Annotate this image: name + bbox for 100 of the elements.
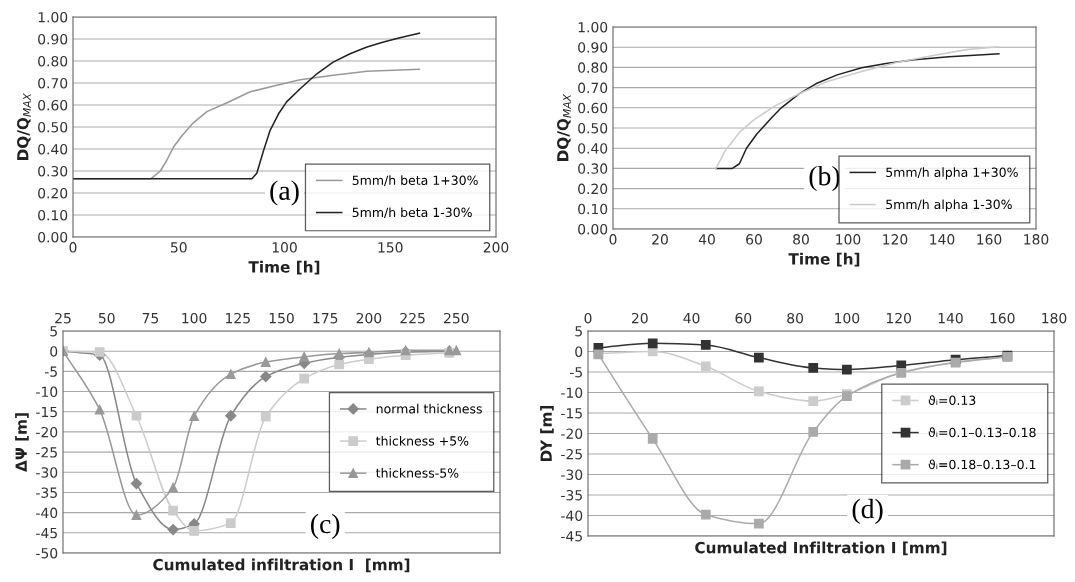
y-tick-label: 0.20 (578, 183, 608, 195)
y-tick-label: -10 (36, 386, 58, 398)
annotation: (c) (311, 513, 340, 539)
x-axis-title: Cumulated Infiltration I [mm] (695, 541, 947, 556)
y-tick-label: -40 (561, 510, 583, 521)
x-tick-label: 140 (938, 312, 963, 324)
y-tick-label: -25 (561, 448, 582, 460)
x-axis-title: Time [h] (248, 260, 320, 275)
legend-label: ϑᵢ=0.13 (928, 395, 976, 406)
y-tick-label: -30 (561, 469, 583, 480)
x-tick-label: 0 (609, 234, 617, 245)
y-tick-label: 0.20 (38, 187, 68, 199)
x-tick-label: 160 (977, 234, 1002, 245)
x-tick-label: 160 (990, 312, 1015, 324)
x-tick-label: 140 (930, 234, 955, 245)
y-tick-label: -25 (36, 447, 57, 458)
legend-label: 5mm/h alpha 1+30% (886, 167, 1018, 180)
y-tick-label: 0.60 (578, 102, 608, 114)
y-tick-label: -45 (36, 527, 57, 539)
x-tick-label: 180 (1042, 312, 1067, 324)
y-tick-label: 1.00 (578, 21, 608, 33)
x-tick-label: 80 (793, 234, 809, 245)
x-tick-label: 175 (313, 313, 338, 324)
y-tick-label: 0.30 (578, 163, 608, 174)
y-tick-label: -30 (36, 467, 58, 478)
y-tick-label: 5 (50, 326, 57, 337)
x-tick-label: 75 (142, 313, 159, 324)
y-tick-label: -10 (561, 387, 583, 398)
x-tick-label: 40 (698, 234, 715, 245)
x-tick-label: 40 (683, 312, 700, 324)
y-tick-label: 0 (575, 346, 583, 357)
y-tick-label: 0 (50, 346, 58, 357)
y-axis-title: DQ/Q$_{MAX}$ (17, 92, 31, 160)
y-tick-label: 0.90 (578, 42, 608, 53)
legend-label: 5mm/h alpha 1-30% (886, 199, 1012, 212)
x-tick-label: 120 (886, 312, 911, 324)
y-tick-label: 0.60 (38, 99, 68, 111)
x-tick-label: 125 (226, 312, 250, 324)
y-tick-label: -15 (561, 408, 582, 419)
x-tick-label: 20 (652, 234, 668, 245)
y-tick-label: 0.00 (38, 231, 68, 243)
y-tick-label: -40 (36, 507, 58, 519)
y-tick-label: -5 (44, 366, 57, 377)
y-tick-label: 0.00 (578, 223, 608, 235)
y-axis-title: DQ/Q$_{MAX}$ (557, 93, 571, 161)
y-tick-label: 0.70 (578, 82, 608, 94)
y-tick-label: -20 (561, 428, 583, 439)
y-tick-label: -15 (36, 406, 57, 418)
x-tick-label: 200 (483, 242, 509, 253)
y-tick-label: -45 (561, 531, 582, 542)
y-axis-title: DY [m] (540, 405, 554, 462)
x-tick-label: 60 (735, 312, 752, 324)
y-tick-label: -50 (36, 547, 58, 559)
annotation: (a) (270, 180, 299, 206)
y-tick-label: 0.30 (38, 165, 68, 177)
x-tick-label: 25 (55, 312, 71, 324)
x-tick-label: 120 (883, 234, 908, 245)
x-tick-label: 200 (356, 312, 382, 324)
y-tick-label: 0.40 (38, 143, 68, 155)
x-tick-label: 50 (98, 312, 115, 324)
y-tick-label: 0.50 (578, 122, 608, 134)
annotation: (d) (852, 498, 883, 524)
legend-label: thickness +5% (376, 435, 469, 446)
y-tick-label: -35 (36, 487, 57, 498)
y-tick-label: 0.40 (578, 143, 608, 154)
x-tick-label: 100 (182, 312, 207, 324)
y-axis-title: ΔΨ [m] (15, 413, 29, 472)
legend-label: normal thickness (376, 403, 482, 414)
x-tick-label: 250 (444, 312, 469, 324)
legend-label: ϑᵢ=0.1–0.13–0.18 (928, 427, 1036, 438)
x-tick-label: 225 (400, 312, 425, 324)
legend-label: ϑᵢ=0.18–0.13–0.1 (928, 459, 1036, 470)
x-tick-label: 0 (69, 242, 77, 253)
legend-label: 5mm/h beta 1-30% (352, 207, 472, 219)
x-axis-title: Time [h] (788, 252, 860, 267)
y-tick-label: 1.00 (38, 11, 68, 23)
legend-label: thickness-5% (376, 468, 459, 478)
y-tick-label: 5 (575, 326, 582, 337)
x-tick-label: 100 (836, 234, 861, 245)
y-tick-label: 0.10 (578, 203, 608, 215)
y-tick-label: -35 (561, 489, 582, 501)
y-tick-label: 0.80 (38, 55, 68, 67)
x-tick-label: 150 (269, 312, 294, 324)
x-tick-label: 20 (631, 312, 648, 324)
y-tick-label: 0.90 (38, 33, 68, 45)
x-tick-label: 60 (746, 234, 762, 245)
y-tick-label: 0.80 (578, 62, 608, 73)
y-tick-label: 0.50 (38, 121, 68, 133)
y-tick-label: -5 (569, 367, 582, 378)
x-tick-label: 100 (835, 312, 860, 324)
x-tick-label: 50 (170, 242, 187, 253)
y-tick-label: 0.70 (38, 77, 68, 89)
legend-label: 5mm/h beta 1+30% (352, 175, 478, 186)
annotation: (b) (809, 165, 840, 192)
y-tick-label: 0.10 (38, 209, 68, 221)
x-tick-label: 100 (272, 242, 297, 253)
x-tick-label: 80 (787, 312, 804, 324)
x-tick-label: 180 (1024, 234, 1049, 245)
x-tick-label: 150 (378, 242, 403, 253)
x-axis-title: Cumulated infiltration I [mm] (153, 558, 410, 573)
